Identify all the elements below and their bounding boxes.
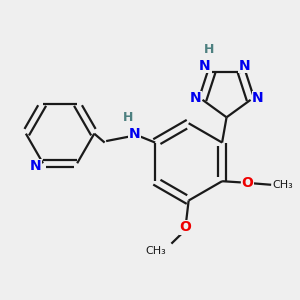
Text: H: H [123,111,134,124]
Text: N: N [30,159,41,173]
Text: CH₃: CH₃ [146,246,166,256]
Text: N: N [129,127,140,141]
Text: N: N [189,92,201,105]
Text: N: N [252,92,264,105]
Text: O: O [242,176,253,190]
Text: N: N [199,59,210,73]
Text: N: N [238,59,250,73]
Text: O: O [180,220,192,234]
Text: CH₃: CH₃ [273,180,293,190]
Text: H: H [204,43,214,56]
